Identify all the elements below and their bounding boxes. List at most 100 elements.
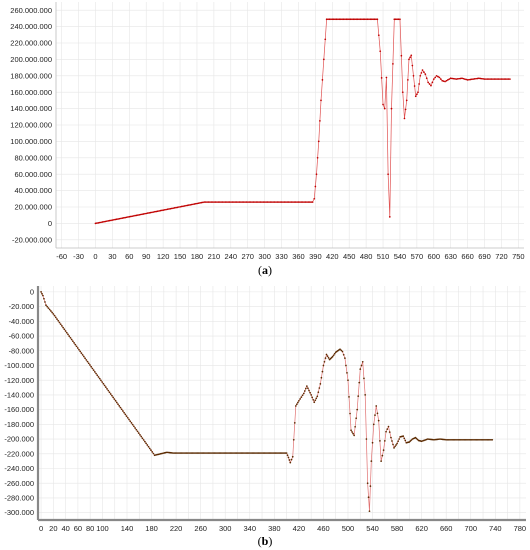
data-point: [421, 69, 424, 71]
data-point: [41, 292, 43, 295]
data-point: [136, 430, 139, 433]
data-point: [141, 213, 143, 216]
data-point: [69, 336, 72, 339]
data-point: [394, 18, 397, 21]
data-point: [286, 201, 289, 203]
data-point: [44, 301, 46, 303]
data-point: [228, 201, 231, 203]
data-point: [396, 18, 398, 21]
data-point: [284, 201, 287, 203]
data-point: [128, 418, 130, 421]
data-point: [369, 18, 372, 21]
data-point: [294, 405, 297, 407]
data-point: [64, 330, 67, 332]
data-point: [493, 78, 496, 80]
data-point: [166, 208, 169, 211]
x-tick-label: 340: [244, 524, 257, 533]
data-point: [180, 205, 183, 208]
data-point: [476, 77, 479, 80]
data-point: [130, 422, 133, 424]
data-point: [413, 85, 416, 87]
data-point: [436, 438, 439, 441]
data-point: [401, 91, 404, 94]
data-point: [461, 77, 463, 80]
data-point: [499, 78, 501, 80]
data-point: [100, 221, 102, 224]
data-point: [332, 354, 335, 357]
data-point: [271, 452, 273, 454]
data-point: [196, 202, 199, 205]
data-point: [393, 447, 395, 449]
data-point: [482, 438, 485, 441]
data-point: [507, 78, 510, 80]
data-point: [223, 201, 225, 203]
data-point: [459, 438, 462, 441]
data-point: [304, 201, 307, 203]
data-point: [114, 399, 117, 402]
data-point: [349, 18, 352, 21]
data-point: [139, 433, 141, 436]
data-point: [319, 383, 322, 385]
y-tick-label: -180.000: [4, 420, 34, 429]
chart-b: 0 -20.000 -40.000 -60.000 -80.000 -100.000 -12…: [4, 286, 526, 533]
data-point: [475, 438, 478, 441]
data-point: [168, 451, 171, 454]
data-point: [97, 222, 100, 224]
data-point: [347, 379, 349, 382]
data-point: [183, 452, 185, 454]
y-tick-label: -280.000: [4, 494, 34, 503]
data-point: [203, 201, 206, 203]
x-tick-label: 500: [342, 524, 355, 533]
data-point: [479, 438, 481, 441]
data-point: [351, 18, 353, 21]
data-point: [319, 120, 321, 122]
data-point: [345, 364, 347, 367]
x-tick-label: 740: [489, 524, 502, 533]
data-point: [375, 18, 377, 21]
data-point: [445, 79, 448, 82]
data-point: [193, 203, 196, 205]
x-tick-label: 360: [292, 252, 305, 261]
data-point: [245, 452, 248, 454]
data-point: [366, 18, 369, 21]
data-point: [179, 452, 182, 454]
data-point: [332, 18, 335, 21]
data-point: [146, 444, 149, 446]
data-point: [107, 220, 110, 222]
data-point: [245, 201, 248, 203]
x-tick-label: 390: [309, 252, 322, 261]
data-point: [358, 18, 360, 21]
data-point: [366, 482, 369, 485]
y-tick-label: -80.000: [9, 346, 34, 355]
data-point: [91, 367, 94, 370]
x-tick-label: 100: [96, 524, 109, 533]
y-tick-label: 260.000.000: [10, 6, 52, 15]
data-point: [74, 343, 77, 346]
data-point: [385, 430, 387, 433]
data-point: [57, 319, 60, 322]
data-point: [439, 78, 442, 80]
data-point: [234, 201, 237, 203]
data-point: [269, 201, 272, 203]
data-point: [388, 431, 391, 433]
data-point: [238, 201, 241, 203]
data-point: [447, 79, 449, 81]
data-point: [430, 438, 433, 441]
data-point: [151, 450, 154, 453]
data-point: [47, 307, 50, 309]
data-point: [344, 18, 346, 21]
data-point: [323, 360, 326, 363]
series-line: [40, 291, 493, 512]
data-point: [392, 443, 394, 446]
data-point: [110, 219, 112, 222]
data-point: [209, 201, 211, 203]
data-point: [249, 452, 251, 454]
y-tick-label: -20.000.000: [12, 235, 52, 244]
data-point: [224, 201, 227, 203]
y-tick-label: 0: [48, 219, 52, 228]
data-point: [137, 432, 140, 434]
data-point: [455, 438, 457, 441]
x-tick-label: 630: [444, 252, 457, 261]
data-point: [191, 452, 194, 454]
data-point: [435, 74, 438, 77]
